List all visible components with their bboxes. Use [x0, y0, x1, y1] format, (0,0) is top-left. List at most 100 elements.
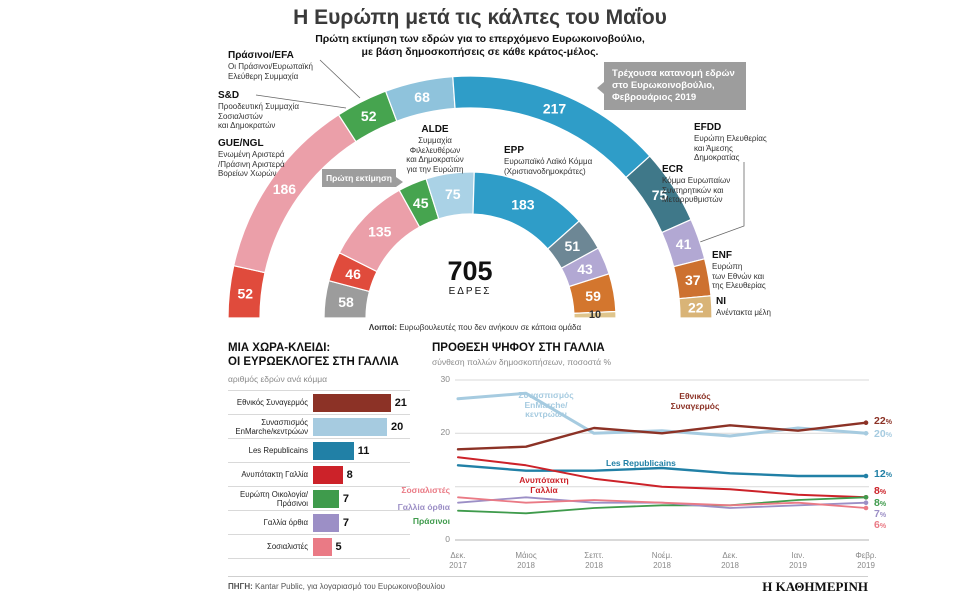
segment-value: 10	[589, 309, 601, 321]
segment-value: 51	[565, 238, 581, 254]
bar-category-label: Γαλλία όρθια	[263, 518, 308, 527]
segment-value: 75	[652, 187, 668, 203]
footer-divider	[228, 576, 868, 577]
group-desc-line: Βορείων Χωρών	[218, 169, 277, 178]
group-name: NI	[716, 296, 726, 307]
bar-chart-title: ΜΙΑ ΧΩΡΑ-ΚΛΕΙΔΙ: ΟΙ ΕΥΡΩΕΚΛΟΓΕΣ ΣΤΗ ΓΑΛΛ…	[228, 342, 399, 369]
group-desc-line: Ελεύθερη Συμμαχία	[228, 71, 299, 81]
group-label-ecr: ECR Κόμμα Ευρωπαίων Συντηρητικών και Μετ…	[662, 164, 730, 205]
bar-category-label: Les Republicains	[248, 446, 308, 455]
line-chart-title: ΠΡΟΘΕΣΗ ΨΗΦΟΥ ΣΤΗ ΓΑΛΛΙΑ	[432, 342, 605, 354]
bar-value: 8	[346, 468, 353, 481]
bar-chart-title-line: ΟΙ ΕΥΡΩΕΚΛΟΓΕΣ ΣΤΗ ΓΑΛΛΙΑ	[228, 355, 399, 368]
group-desc-line: της Ελευθερίας	[712, 281, 766, 290]
group-label-efdd: EFDD Ευρώπη Ελευθερίας και Άμεσης Δημοκρ…	[694, 122, 767, 163]
series-line-ps	[457, 496, 867, 509]
segment-value: 186	[273, 181, 297, 197]
first-estimate-tag: Πρώτη εκτίμηση	[322, 169, 403, 187]
end-value-socialists: 6%	[874, 519, 887, 531]
others-note: Λοιποί: Ευρωβουλευτές που δεν ανήκουν σε…	[310, 323, 640, 332]
group-desc-line: Δημοκρατίας	[694, 153, 740, 162]
bar-row: Ανυπότακτη Γαλλία 8	[228, 463, 410, 487]
bar	[313, 537, 332, 556]
bar-row: Εθνικός Συναγερμός 21	[228, 391, 410, 415]
greens-leader-line	[319, 59, 361, 99]
end-value-les-republicains: 12%	[874, 468, 892, 480]
series-label-france-insoumise: Ανυπότακτη Γαλλία	[519, 475, 569, 495]
segment-value: 75	[445, 186, 461, 202]
x-tick-label: Δεκ. 2017	[449, 551, 467, 570]
series-line-enmarche	[456, 391, 868, 438]
page-subtitle: Πρώτη εκτίμηση των εδρών για το επερχόμε…	[0, 33, 960, 58]
group-desc-line: Κόμμα Ευρωπαίων	[662, 176, 731, 185]
end-value-national-rally: 22%	[874, 415, 892, 427]
group-desc-line: Ευρωπαϊκό Λαϊκό Κόμμα	[504, 157, 593, 166]
group-desc-line: /Πράσινη Αριστερά	[218, 159, 285, 169]
group-desc-line: και Άμεσης	[694, 143, 733, 153]
total-seats-number: 705	[447, 256, 493, 286]
bar-value: 21	[394, 396, 407, 409]
source-note: ΠΗΓΗ: Kantar Public, για λογαριασμό του …	[228, 582, 445, 591]
group-desc-line: και Δημοκρατών	[406, 155, 464, 164]
group-desc-line: Συντηρητικών και	[662, 185, 724, 195]
group-label-ni: NI Ανέντακτα μέλη	[716, 296, 771, 318]
segment-value: 22	[688, 300, 704, 316]
bar	[313, 465, 343, 484]
segment-value: 43	[577, 261, 593, 277]
series-end-dot	[863, 431, 869, 436]
segment-value: 52	[361, 108, 377, 124]
bar-chart-title-line: ΜΙΑ ΧΩΡΑ-ΚΛΕΙΔΙ:	[228, 342, 331, 354]
current-distribution-callout: Τρέχουσα κατανομή εδρών στο Ευρωκοινοβού…	[597, 62, 746, 110]
others-note-text: Ευρωβουλευτές που δεν ανήκουν σε κάποια …	[399, 323, 582, 332]
end-value-enmarche: 20%	[874, 428, 892, 440]
group-desc-line: Ανέντακτα μέλη	[716, 308, 771, 317]
bar	[313, 513, 339, 532]
end-value-debout-la-france: 7%	[874, 508, 887, 520]
line-chart-subtitle: σύνθεση πολλών δημοσκοπήσεων, ποσοστά %	[432, 357, 612, 367]
group-desc-line: (Χριστιανοδημοκράτες)	[504, 166, 586, 176]
group-desc-line: Ευρώπη	[712, 262, 743, 271]
series-label-debout-la-france: Γαλλία όρθια	[397, 502, 450, 512]
bar-value: 7	[342, 516, 350, 529]
bar-category-label: Συνασπισμός EnMarche/κεντρώων	[235, 417, 308, 436]
sd-leader-line	[255, 94, 347, 109]
segment-value: 41	[676, 236, 692, 252]
series-label-enmarche: Συνασπισμός EnMarche/ κεντρώων	[518, 390, 574, 419]
end-value-greens: 8%	[874, 497, 887, 509]
bar	[313, 441, 354, 460]
segment-value: 68	[414, 89, 430, 105]
segment-value: 46	[345, 266, 361, 282]
others-note-label: Λοιποί:	[368, 323, 397, 332]
group-name: GUE/NGL	[218, 138, 264, 149]
bar-row: Σοσιαλιστές 5	[228, 535, 410, 559]
callout-line: Φεβρουάριος 2019	[612, 92, 697, 103]
group-name: Πράσινοι/EFA	[228, 50, 294, 61]
subtitle-line: Πρώτη εκτίμηση των εδρών για το επερχόμε…	[315, 33, 645, 45]
segment-value: 217	[543, 100, 567, 116]
group-desc-line: Ευρώπη Ελευθερίας	[694, 134, 767, 143]
group-desc-line: Οι Πράσινοι/Ευρωπαϊκή	[228, 62, 313, 71]
source-label: ΠΗΓΗ:	[228, 582, 253, 591]
x-tick-label: Φεβρ. 2019	[855, 551, 877, 570]
group-name: ECR	[662, 164, 684, 175]
bar	[313, 417, 387, 436]
segment-value: 183	[511, 197, 535, 213]
segment-estimate-NI	[573, 310, 617, 319]
series-label-les-republicains: Les Republicains	[606, 458, 676, 468]
group-label-enf: ENF Ευρώπη των Εθνών και της Ελευθερίας	[712, 250, 766, 291]
series-end-dot	[863, 473, 869, 479]
bar	[313, 393, 391, 412]
end-value-france-insoumise: 8%	[874, 485, 887, 497]
group-desc-line: για την Ευρώπη	[406, 164, 464, 174]
segment-value: 45	[413, 195, 429, 211]
bar-row: Les Republicains 11	[228, 439, 410, 463]
group-name: ENF	[712, 250, 732, 261]
group-label-alde: ALDE Συμμαχία Φιλελευθέρων και Δημοκρατώ…	[392, 124, 478, 174]
bar-row: Ευρώπη Οικολογία/Πράσινοι 7	[228, 487, 410, 511]
x-tick-label: Ιαν. 2019	[789, 551, 807, 570]
group-label-sd: S&D Προοδευτική Συμμαχία Σοσιαλιστών και…	[218, 90, 299, 131]
segment-value: 37	[685, 272, 701, 288]
bar-value: 20	[391, 420, 404, 433]
hemicycle-chart: 58 46 135 45 75 183 51 43 59 10 52 186 52 68 217 75 41 37…	[227, 59, 745, 321]
